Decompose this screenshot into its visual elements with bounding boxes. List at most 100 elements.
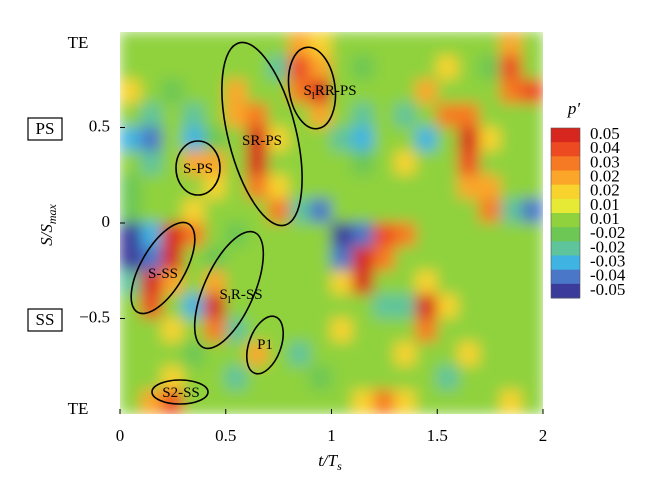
annotation-ellipse [175, 140, 221, 196]
cell [394, 341, 417, 367]
cell [479, 198, 502, 224]
cell [204, 222, 227, 248]
cell [204, 270, 227, 296]
contour-field [120, 32, 543, 414]
cell [331, 150, 354, 176]
cell [204, 365, 227, 391]
colorbar-label: -0.02 [590, 223, 625, 242]
cell [182, 150, 206, 176]
cell [331, 32, 354, 57]
cell [352, 32, 375, 57]
y-tick-label: 0.5 [89, 116, 110, 135]
cell [225, 389, 248, 414]
colorbar-swatch [551, 227, 580, 242]
cell [140, 127, 163, 152]
cell [225, 150, 248, 176]
cell [120, 389, 142, 414]
axis-label-part: / [37, 230, 56, 238]
cell [500, 318, 523, 343]
cell [120, 32, 142, 57]
cell [204, 174, 227, 200]
cell [161, 55, 184, 81]
cell [394, 318, 417, 343]
cell [120, 318, 142, 343]
cell [331, 270, 354, 296]
cell [267, 389, 290, 414]
cell [161, 174, 184, 200]
y-axis-label: S/Smax [37, 203, 59, 245]
cell [161, 246, 184, 272]
cell [267, 79, 290, 105]
annotation-text: S-SS [148, 266, 178, 282]
x-tick-label: 0.5 [215, 426, 236, 445]
cell [120, 79, 142, 105]
cell [331, 341, 354, 367]
cell [182, 294, 206, 319]
annotation-subscript: l [312, 90, 315, 102]
cell [479, 32, 502, 57]
cell [225, 270, 248, 296]
cell [140, 103, 163, 128]
cell [267, 246, 290, 272]
cell [309, 79, 332, 105]
cell [521, 55, 543, 81]
cell [479, 389, 502, 414]
cell [161, 294, 184, 319]
cell [161, 79, 184, 105]
cell [436, 365, 459, 391]
cell [373, 79, 396, 105]
cell [521, 127, 543, 152]
cell [415, 55, 438, 81]
cell [204, 198, 227, 224]
cell [415, 32, 438, 57]
annotation-text: R-SS [231, 287, 263, 303]
cell [436, 150, 459, 176]
cell [521, 270, 543, 296]
cell [182, 341, 206, 367]
cell [140, 79, 163, 105]
cell [120, 341, 142, 367]
cell [309, 127, 332, 152]
cell [500, 341, 523, 367]
cell [246, 341, 269, 367]
cell [182, 55, 206, 81]
cell [373, 365, 396, 391]
cell [309, 389, 332, 414]
cell [457, 198, 481, 224]
cell [521, 389, 543, 414]
cell [394, 246, 417, 272]
cell [394, 32, 417, 57]
cell [352, 270, 375, 296]
cell [521, 341, 543, 367]
cell [288, 365, 311, 391]
cell [246, 79, 269, 105]
cell [161, 389, 184, 414]
annotation-text: RR-PS [315, 83, 357, 99]
cell [521, 174, 543, 200]
side-label: TE [68, 399, 89, 418]
cell [500, 294, 523, 319]
cell [479, 365, 502, 391]
cell [161, 103, 184, 128]
cell [182, 127, 206, 152]
cell [267, 127, 290, 152]
cell [373, 198, 396, 224]
cell [204, 55, 227, 81]
cell [500, 174, 523, 200]
cell [457, 103, 481, 128]
cell [267, 174, 290, 200]
colorbar-swatch [551, 269, 580, 285]
cell [457, 341, 481, 367]
cell [394, 79, 417, 105]
cell [140, 150, 163, 176]
x-tick-label: 1.5 [427, 426, 448, 445]
cell [500, 55, 523, 81]
cell [225, 222, 248, 248]
cell [521, 198, 543, 224]
annotation-subscript: l [228, 294, 231, 306]
cell [246, 127, 269, 152]
colorbar-swatch [551, 142, 580, 157]
cell [373, 222, 396, 248]
cell [352, 365, 375, 391]
cell [204, 127, 227, 152]
